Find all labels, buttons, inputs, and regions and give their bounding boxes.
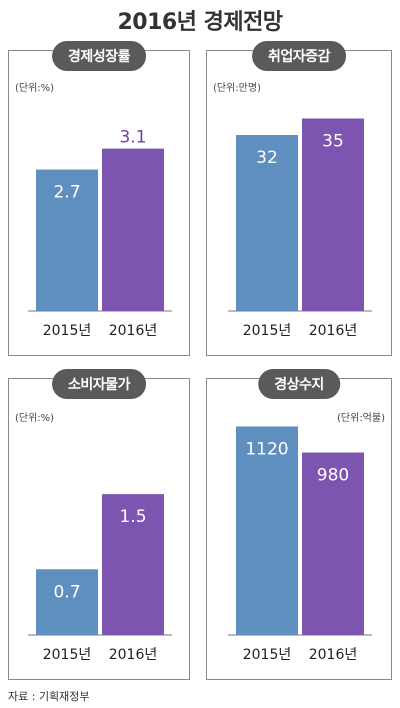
- panel-title: 경제성장률: [52, 41, 146, 71]
- data-label-2015: 1120: [245, 439, 288, 459]
- panel-title: 경상수지: [258, 369, 340, 399]
- panel-consumer-prices: 소비자물가 (단위:%) 0.7 2015년 1.5 2016년: [8, 369, 190, 680]
- data-label-2016: 35: [322, 132, 344, 152]
- bar-current-account-2016: [302, 452, 364, 635]
- bar-consumer-prices-2016: [102, 494, 164, 635]
- bar-chart-current-account: 1120 2015년 980 2016년: [228, 426, 372, 663]
- data-label-2015: 0.7: [53, 582, 80, 602]
- bar-gdp-growth-2016: [102, 148, 164, 311]
- panel-title: 소비자물가: [52, 369, 146, 399]
- bar-consumer-prices-2015: [36, 569, 98, 635]
- category-label-2015: 2015년: [43, 323, 92, 339]
- bar-chart-consumer-prices: 0.7 2015년 1.5 2016년: [28, 494, 172, 663]
- bar-current-account-2015: [236, 426, 298, 635]
- category-label-2016: 2016년: [109, 323, 158, 339]
- panel-gdp-growth: 경제성장률 (단위:%) 2.7 2015년 3.1 2016년: [8, 41, 190, 356]
- bar-gdp-growth-2015: [36, 169, 98, 311]
- bar-employment-change-2016: [302, 118, 364, 311]
- source-note: 자료 : 기획재정부: [8, 690, 90, 703]
- unit-label: (단위:억불): [337, 413, 385, 424]
- bar-chart-gdp-growth: 2.7 2015년 3.1 2016년: [28, 128, 172, 339]
- data-label-2016: 1.5: [119, 507, 146, 527]
- panel-title: 취업자증감: [252, 41, 346, 71]
- category-label-2016: 2016년: [109, 647, 158, 663]
- data-label-2016: 3.1: [119, 128, 146, 148]
- bar-chart-employment-change: 32 2015년 35 2016년: [228, 118, 372, 339]
- unit-label: (단위:%): [15, 83, 55, 94]
- category-label-2015: 2015년: [43, 647, 92, 663]
- category-label-2016: 2016년: [309, 647, 358, 663]
- panel-current-account: 경상수지 (단위:억불) 1120 2015년 980 2016년: [206, 369, 392, 680]
- bar-employment-change-2015: [236, 135, 298, 311]
- category-label-2016: 2016년: [309, 323, 358, 339]
- unit-label: (단위:%): [15, 413, 55, 424]
- category-label-2015: 2015년: [243, 323, 292, 339]
- data-label-2016: 980: [317, 466, 349, 486]
- category-label-2015: 2015년: [243, 647, 292, 663]
- panel-employment-change: 취업자증감 (단위:만명) 32 2015년 35 2016년: [206, 41, 392, 356]
- unit-label: (단위:만명): [213, 83, 261, 94]
- page-title: 2016년 경제전망: [117, 10, 283, 35]
- data-label-2015: 32: [256, 148, 278, 168]
- data-label-2015: 2.7: [53, 183, 80, 203]
